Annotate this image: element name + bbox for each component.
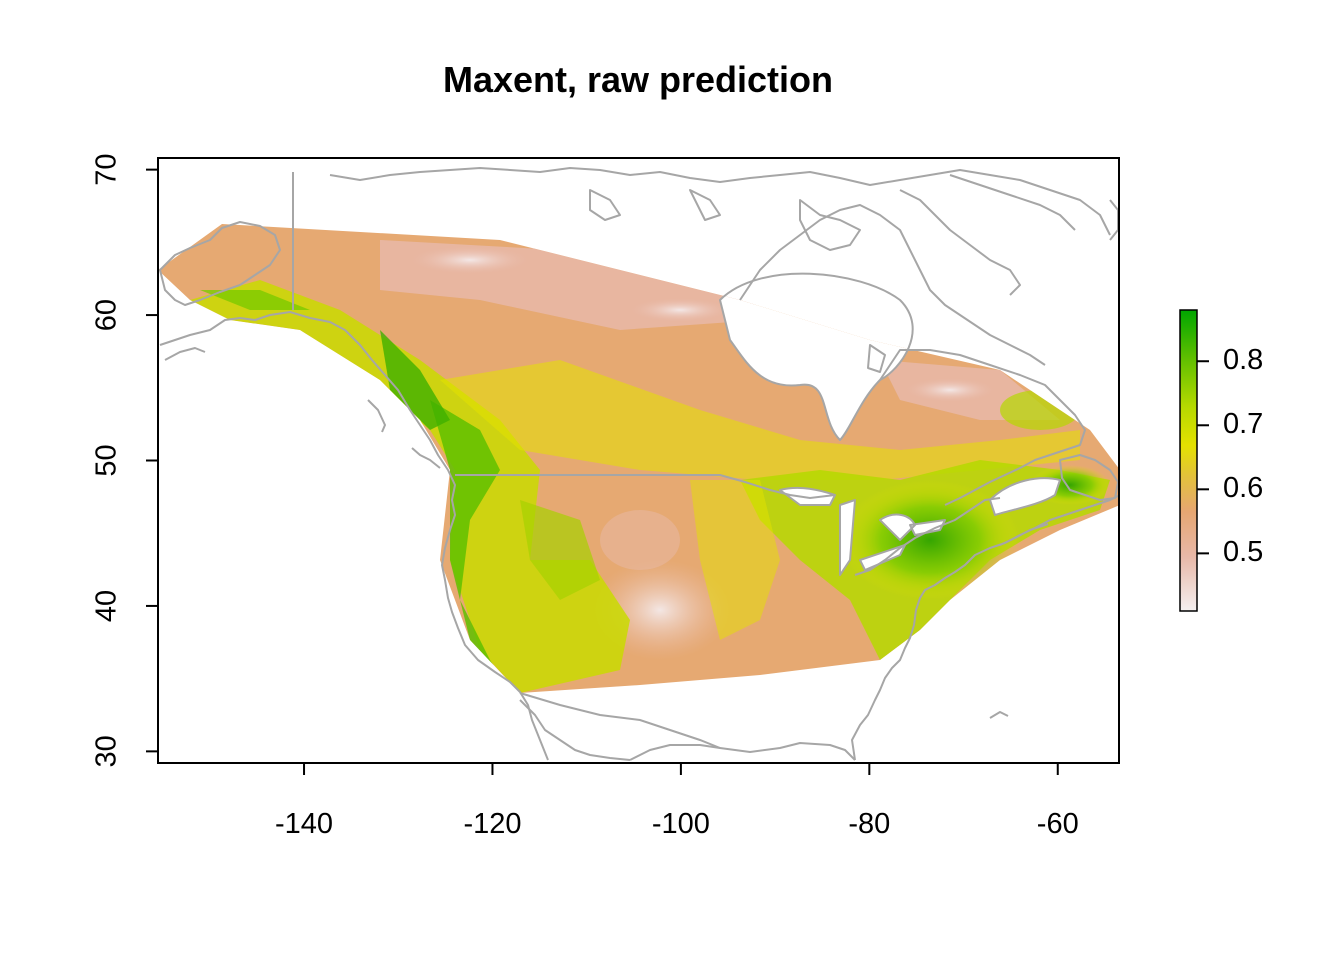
prediction-raster xyxy=(158,224,1119,693)
x-axis: -140 -120 -100 -80 -60 xyxy=(275,762,1079,840)
colorbar-tick-label: 0.8 xyxy=(1223,344,1263,376)
x-tick-label: -60 xyxy=(1037,808,1079,840)
colorbar-ticks: 0.5 0.6 0.7 0.8 xyxy=(1197,344,1263,568)
y-tick-label: 50 xyxy=(91,444,123,476)
x-tick-label: -120 xyxy=(463,808,521,840)
y-tick-label: 30 xyxy=(91,735,123,767)
colorbar-tick-label: 0.5 xyxy=(1223,536,1263,568)
colorbar-gradient xyxy=(1179,309,1198,612)
y-tick-label: 60 xyxy=(91,299,123,331)
y-axis: 30 40 50 60 70 xyxy=(91,154,159,767)
x-tick-label: -100 xyxy=(652,808,710,840)
map-outlines xyxy=(159,167,1119,761)
chart-title: Maxent, raw prediction xyxy=(443,59,833,100)
y-tick-label: 70 xyxy=(91,154,123,186)
x-tick-label: -80 xyxy=(848,808,890,840)
colorbar-tick-label: 0.7 xyxy=(1223,408,1263,440)
colorbar-legend: 0.5 0.6 0.7 0.8 xyxy=(1179,309,1263,612)
x-tick-label: -140 xyxy=(275,808,333,840)
y-tick-label: 40 xyxy=(91,590,123,622)
colorbar-tick-label: 0.6 xyxy=(1223,472,1263,504)
